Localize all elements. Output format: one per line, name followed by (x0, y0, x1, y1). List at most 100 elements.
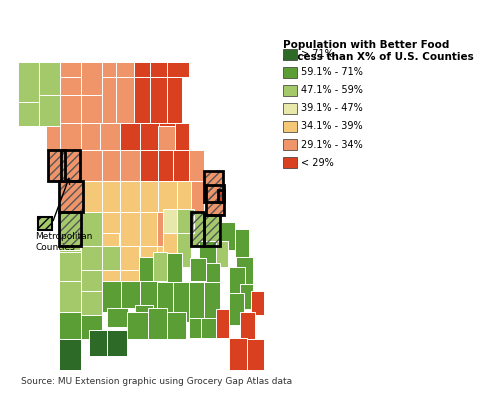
Bar (60, 62, 82, 77)
Bar (60, 281, 82, 311)
Bar (89, 330, 108, 356)
Bar (218, 190, 224, 202)
Bar (60, 212, 82, 246)
Bar (190, 319, 204, 338)
Bar (46, 126, 68, 150)
Bar (218, 190, 224, 202)
Bar (82, 311, 102, 339)
Bar (173, 282, 190, 322)
Bar (190, 258, 206, 281)
Bar (60, 95, 82, 123)
Bar (176, 233, 192, 267)
Bar (80, 150, 102, 181)
Bar (235, 229, 249, 256)
Bar (283, 85, 298, 96)
Bar (82, 212, 102, 246)
Bar (60, 211, 80, 250)
Text: 39.1% - 47%: 39.1% - 47% (301, 103, 362, 113)
Bar (229, 293, 244, 325)
Bar (190, 150, 204, 181)
Bar (204, 216, 220, 246)
Bar (102, 62, 117, 77)
Bar (18, 102, 40, 126)
Bar (102, 246, 120, 281)
Bar (176, 208, 192, 233)
Bar (40, 62, 60, 95)
Bar (283, 157, 298, 168)
Bar (159, 123, 176, 150)
Bar (60, 311, 82, 339)
Bar (134, 62, 150, 77)
Bar (176, 208, 194, 233)
Bar (158, 150, 173, 181)
Text: 34.1% - 39%: 34.1% - 39% (301, 121, 362, 131)
Bar (120, 246, 140, 281)
Bar (222, 222, 235, 250)
Bar (82, 62, 102, 95)
Bar (192, 212, 204, 246)
Bar (158, 126, 176, 150)
Bar (140, 123, 159, 150)
Bar (168, 311, 186, 339)
Bar (204, 171, 224, 202)
Bar (48, 150, 65, 181)
Bar (140, 212, 157, 246)
Bar (173, 150, 190, 181)
Bar (162, 233, 176, 261)
Bar (82, 246, 102, 270)
Bar (148, 308, 168, 339)
Bar (283, 139, 298, 151)
Bar (236, 256, 253, 287)
Bar (168, 253, 182, 282)
Bar (82, 291, 102, 315)
Bar (60, 246, 82, 281)
Bar (102, 233, 119, 252)
Bar (157, 212, 173, 246)
Bar (48, 150, 65, 181)
Bar (206, 185, 224, 216)
Bar (176, 181, 192, 212)
Bar (204, 216, 220, 246)
Bar (102, 150, 120, 181)
Bar (192, 181, 204, 212)
Bar (206, 185, 224, 216)
Bar (84, 181, 102, 212)
Bar (201, 319, 216, 338)
Bar (18, 62, 40, 102)
Bar (61, 150, 80, 181)
Bar (60, 181, 84, 212)
Bar (108, 308, 128, 327)
Bar (82, 123, 100, 150)
Bar (48, 150, 65, 181)
Bar (82, 95, 102, 123)
Bar (240, 284, 253, 309)
Bar (157, 282, 173, 322)
Bar (60, 252, 82, 281)
Bar (216, 309, 229, 338)
Bar (150, 77, 168, 123)
Text: Source: MU Extension graphic using Grocery Gap Atlas data: Source: MU Extension graphic using Groce… (21, 377, 292, 386)
Bar (192, 212, 204, 246)
Bar (60, 212, 82, 246)
Bar (251, 291, 264, 315)
Bar (82, 246, 102, 281)
Bar (206, 185, 224, 216)
Bar (216, 241, 228, 267)
Bar (102, 181, 120, 212)
Bar (138, 256, 157, 287)
Text: Metropolitan
Counties: Metropolitan Counties (35, 232, 92, 252)
Bar (60, 123, 82, 150)
Bar (120, 181, 140, 212)
Bar (229, 267, 244, 294)
Bar (140, 246, 157, 281)
Bar (229, 338, 248, 370)
Bar (283, 103, 298, 114)
Bar (204, 171, 224, 202)
Bar (154, 252, 168, 281)
Bar (108, 330, 127, 356)
Bar (200, 241, 216, 267)
Text: 29.1% - 34%: 29.1% - 34% (301, 140, 362, 150)
Text: Population with Better Food
Access than X% of U.S. Counties: Population with Better Food Access than … (283, 40, 474, 62)
Bar (168, 62, 190, 77)
Bar (140, 150, 158, 181)
